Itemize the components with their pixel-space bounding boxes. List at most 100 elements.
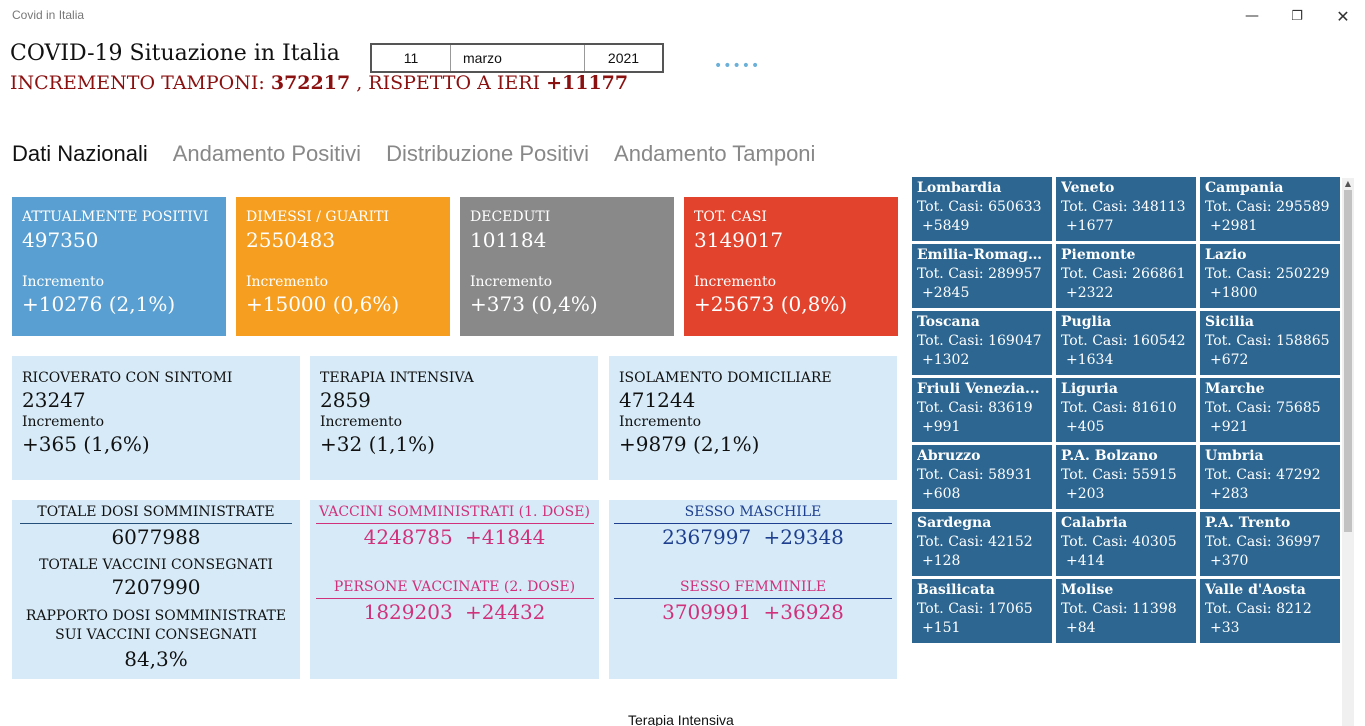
region-tile[interactable]: Sardegna Tot. Casi: 42152 +128 xyxy=(912,512,1052,576)
region-total: Tot. Casi: 650633 xyxy=(917,199,1042,215)
scroll-thumb[interactable] xyxy=(1344,190,1352,532)
region-name: P.A. Bolzano xyxy=(1061,448,1158,464)
close-icon[interactable]: ✕ xyxy=(1336,6,1350,26)
totale-consegnati-value: 7207990 xyxy=(111,575,201,599)
divider xyxy=(614,598,892,599)
totale-dosi-label: TOTALE DOSI SOMMINISTRATE xyxy=(37,504,275,520)
region-increment: +2845 xyxy=(922,285,970,301)
region-total: Tot. Casi: 81610 xyxy=(1061,400,1177,416)
region-increment: +128 xyxy=(922,553,961,569)
region-tile[interactable]: P.A. Trento Tot. Casi: 36997 +370 xyxy=(1200,512,1340,576)
region-total: Tot. Casi: 11398 xyxy=(1061,601,1177,617)
region-increment: +2322 xyxy=(1066,285,1114,301)
card-increment-label: Incremento xyxy=(320,414,402,430)
date-year-field[interactable]: 2021 xyxy=(607,50,640,66)
region-tile[interactable]: Veneto Tot. Casi: 348113 +1677 xyxy=(1056,177,1196,241)
region-name: Liguria xyxy=(1061,381,1118,397)
seconda-dose-label: PERSONE VACCINATE (2. DOSE) xyxy=(333,579,576,595)
card-increment-value: +10276 (2,1%) xyxy=(22,292,176,316)
scrollbar[interactable]: ▲ xyxy=(1342,178,1354,726)
card-increment-label: Incremento xyxy=(22,274,104,290)
region-tile[interactable]: Lazio Tot. Casi: 250229 +1800 xyxy=(1200,244,1340,308)
scroll-up-icon[interactable]: ▲ xyxy=(1344,179,1352,188)
minimize-icon[interactable]: — xyxy=(1245,8,1259,24)
title-bar: Covid in Italia — ❐ ✕ xyxy=(0,0,1365,32)
region-tile[interactable]: Marche Tot. Casi: 75685 +921 xyxy=(1200,378,1340,442)
region-increment: +921 xyxy=(1210,419,1249,435)
date-picker[interactable]: 11 marzo 2021 xyxy=(370,43,664,73)
region-increment: +203 xyxy=(1066,486,1105,502)
region-total: Tot. Casi: 36997 xyxy=(1205,534,1321,550)
regions-grid: Lombardia Tot. Casi: 650633 +5849 Veneto To… xyxy=(912,177,1342,643)
card-increment-value: +25673 (0,8%) xyxy=(694,292,848,316)
region-tile[interactable]: Sicilia Tot. Casi: 158865 +672 xyxy=(1200,311,1340,375)
tab-andamento-positivi[interactable]: Andamento Positivi xyxy=(172,141,362,166)
region-tile[interactable]: Emilia-Romagna Tot. Casi: 289957 +2845 xyxy=(912,244,1052,308)
region-tile[interactable]: Molise Tot. Casi: 11398 +84 xyxy=(1056,579,1196,643)
region-total: Tot. Casi: 289957 xyxy=(917,266,1042,282)
card-label: ATTUALMENTE POSITIVI xyxy=(22,209,209,225)
region-name: Emilia-Romagna xyxy=(917,247,1047,263)
maximize-icon[interactable]: ❐ xyxy=(1291,8,1303,24)
region-total: Tot. Casi: 8212 xyxy=(1205,601,1312,617)
card-increment-label: Incremento xyxy=(619,414,701,430)
region-tile[interactable]: Calabria Tot. Casi: 40305 +414 xyxy=(1056,512,1196,576)
card-increment-label: Incremento xyxy=(22,414,104,430)
region-increment: +1677 xyxy=(1066,218,1114,234)
card-increment-value: +365 (1,6%) xyxy=(22,432,150,456)
region-tile[interactable]: Campania Tot. Casi: 295589 +2981 xyxy=(1200,177,1340,241)
card-value: 23247 xyxy=(22,388,86,412)
tab-distribuzione-positivi[interactable]: Distribuzione Positivi xyxy=(386,141,590,166)
sesso-femminile-label: SESSO FEMMINILE xyxy=(679,579,827,595)
region-name: Piemonte xyxy=(1061,247,1136,263)
region-tile[interactable]: Umbria Tot. Casi: 47292 +283 xyxy=(1200,445,1340,509)
region-name: Campania xyxy=(1205,180,1284,196)
tamponi-label: INCREMENTO TAMPONI: xyxy=(10,72,265,94)
region-total: Tot. Casi: 83619 xyxy=(917,400,1033,416)
totale-consegnati-label: TOTALE VACCINI CONSEGNATI xyxy=(39,557,273,573)
region-name: Valle d'Aosta xyxy=(1205,582,1306,598)
region-increment: +414 xyxy=(1066,553,1105,569)
date-month-field[interactable]: marzo xyxy=(451,45,585,71)
region-total: Tot. Casi: 47292 xyxy=(1205,467,1321,483)
region-increment: +405 xyxy=(1066,419,1105,435)
region-tile[interactable]: Friuli Venezia... Tot. Casi: 83619 +991 xyxy=(912,378,1052,442)
region-tile[interactable]: P.A. Bolzano Tot. Casi: 55915 +203 xyxy=(1056,445,1196,509)
region-tile[interactable]: Toscana Tot. Casi: 169047 +1302 xyxy=(912,311,1052,375)
region-total: Tot. Casi: 55915 xyxy=(1061,467,1177,483)
card-label: TERAPIA INTENSIVA xyxy=(320,370,474,386)
vaccini-dosi-panel: VACCINI SOMMINISTRATI (1. DOSE) 4248785 … xyxy=(310,500,599,679)
rapporto-value: 84,3% xyxy=(124,647,188,671)
date-day-field[interactable]: 11 xyxy=(372,45,451,71)
card-value: 471244 xyxy=(619,388,696,412)
region-increment: +1800 xyxy=(1210,285,1258,301)
rispetto-value: +11177 xyxy=(546,72,629,94)
region-increment: +1302 xyxy=(922,352,970,368)
tab-dati-nazionali[interactable]: Dati Nazionali xyxy=(12,141,148,166)
tab-andamento-tamponi[interactable]: Andamento Tamponi xyxy=(614,141,816,166)
region-tile[interactable]: Valle d'Aosta Tot. Casi: 8212 +33 xyxy=(1200,579,1340,643)
vaccini-totali-panel: TOTALE DOSI SOMMINISTRATE 6077988 TOTALE… xyxy=(12,500,300,679)
region-name: Umbria xyxy=(1205,448,1264,464)
rapporto-label: RAPPORTO DOSI SOMMINISTRATE SUI VACCINI … xyxy=(25,608,287,643)
region-tile[interactable]: Piemonte Tot. Casi: 266861 +2322 xyxy=(1056,244,1196,308)
region-tile[interactable]: Liguria Tot. Casi: 81610 +405 xyxy=(1056,378,1196,442)
card-value: 497350 xyxy=(22,228,99,252)
region-tile[interactable]: Lombardia Tot. Casi: 650633 +5849 xyxy=(912,177,1052,241)
region-name: Veneto xyxy=(1061,180,1115,196)
region-tile[interactable]: Puglia Tot. Casi: 160542 +1634 xyxy=(1056,311,1196,375)
vaccini-sesso-panel: SESSO MASCHILE 2367997 +29348 SESSO FEMM… xyxy=(609,500,897,679)
prima-dose-label: VACCINI SOMMINISTRATI (1. DOSE) xyxy=(319,504,590,520)
region-name: Marche xyxy=(1205,381,1265,397)
region-name: Sicilia xyxy=(1205,314,1254,330)
divider xyxy=(315,523,594,524)
region-tile[interactable]: Basilicata Tot. Casi: 17065 +151 xyxy=(912,579,1052,643)
divider xyxy=(20,523,292,524)
region-name: Lazio xyxy=(1205,247,1247,263)
region-tile[interactable]: Abruzzo Tot. Casi: 58931 +608 xyxy=(912,445,1052,509)
card-label: DIMESSI / GUARITI xyxy=(246,209,389,225)
region-increment: +672 xyxy=(1210,352,1249,368)
card-deceduti: DECEDUTI 101184 Incremento +373 (0,4%) xyxy=(460,197,674,336)
region-total: Tot. Casi: 40305 xyxy=(1061,534,1177,550)
card-terapia-intensiva: TERAPIA INTENSIVA 2859 Incremento +32 (1… xyxy=(310,356,598,480)
